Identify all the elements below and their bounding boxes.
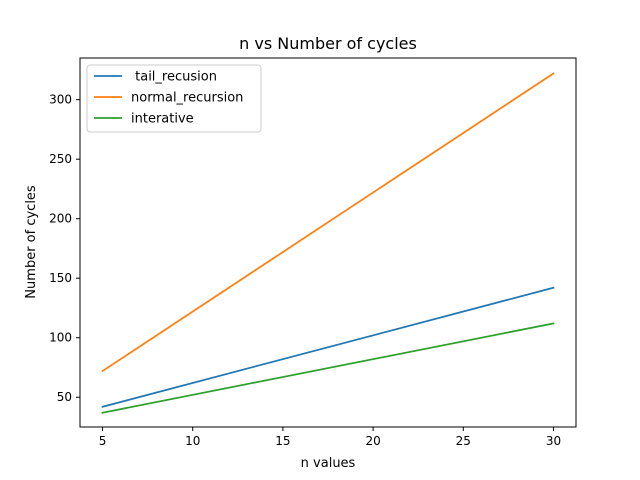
y-axis-label: Number of cycles [24, 185, 39, 299]
x-tick-label-5: 30 [546, 434, 561, 448]
series-layer [101, 72, 555, 414]
legend-items: tail_recusion normal_recursion interative [94, 70, 243, 127]
plot-area: 5 10 15 20 25 30 50 100 150 200 250 300 [49, 57, 577, 448]
legend-label-1: normal_recursion [131, 91, 243, 106]
y-tick-label-3: 200 [49, 212, 72, 226]
y-tick-label-0: 50 [57, 390, 72, 404]
axes-frame [79, 57, 577, 428]
x-tick-label-2: 15 [275, 434, 290, 448]
chart-title: n vs Number of cycles [239, 34, 417, 53]
series-line-0 [101, 286, 555, 408]
x-tick-label-1: 10 [185, 434, 200, 448]
legend: tail_recusion normal_recursion interative [86, 64, 262, 133]
series-line-1 [101, 72, 555, 373]
legend-label-2: interative [131, 112, 194, 127]
legend-box [86, 64, 262, 133]
x-axis-label: n values [301, 456, 356, 471]
y-tick-label-1: 100 [49, 331, 72, 345]
y-axis-ticks: 50 100 150 200 250 300 [49, 93, 80, 404]
y-tick-label-4: 250 [49, 152, 72, 166]
x-tick-label-4: 25 [456, 434, 471, 448]
x-tick-label-3: 20 [365, 434, 380, 448]
y-tick-label-2: 150 [49, 271, 72, 285]
x-tick-label-0: 5 [99, 434, 107, 448]
series-line-2 [101, 322, 555, 414]
x-axis-ticks: 5 10 15 20 25 30 [99, 427, 561, 448]
y-tick-label-5: 300 [49, 93, 72, 107]
legend-label-0: tail_recusion [131, 70, 217, 85]
